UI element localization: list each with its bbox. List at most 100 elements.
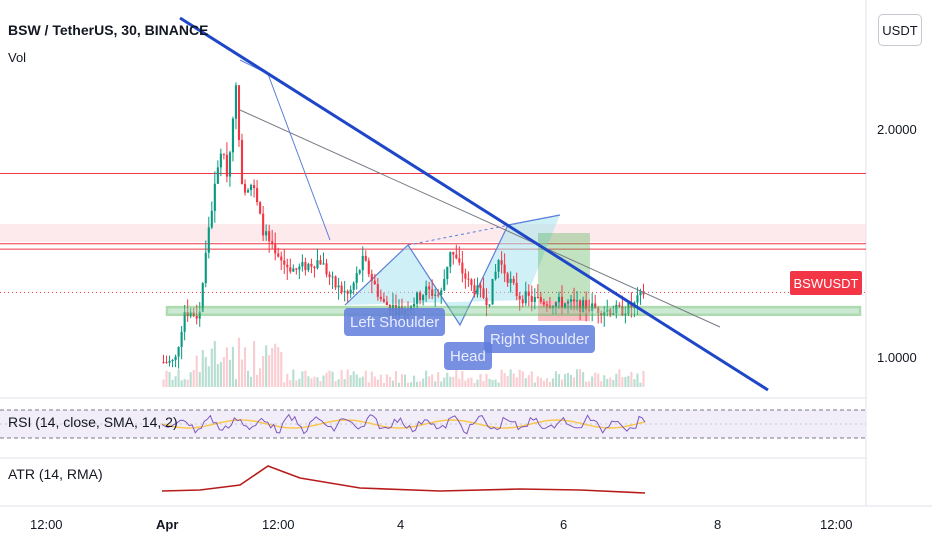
time-tick: 12:00 [30,517,63,532]
candle-body [207,227,210,253]
symbol-tag: BSWUSDT [790,271,862,295]
candle-body [482,288,485,298]
candle-body [370,274,373,281]
volume-bar [557,374,561,387]
volume-bar [621,377,624,387]
candle-body [470,279,473,286]
head-shoulders-pattern [344,214,590,327]
volume-bars [162,337,645,387]
left-shoulder-label[interactable]: Left Shoulder [344,308,446,336]
candle-body [527,291,530,296]
volume-bar [431,374,434,387]
volume-bar [289,380,292,387]
volume-bar [225,347,228,387]
candle-body [195,316,198,319]
candle-body [603,311,606,316]
volume-bar [376,379,379,387]
volume-bar [425,370,428,387]
candle-body [253,185,256,189]
candle-body [551,306,554,308]
volume-bar [328,370,331,387]
candle-body [425,286,428,296]
candle-body [422,295,425,301]
candle-body [557,296,561,303]
time-tick: Apr [156,517,179,532]
volume-bar [461,370,464,387]
volume-bar [283,382,286,387]
candle-body [491,279,494,305]
candle-body [189,312,192,317]
candle-body [506,273,509,283]
candle-body [243,183,247,193]
price-tag: 1.4830 [874,226,918,242]
volume-bar [458,378,461,387]
volume-bar [551,378,554,387]
candle-body [210,210,213,228]
candle-body [548,305,551,307]
volume-bar [536,376,539,387]
candle-body [180,331,183,347]
candle-body [621,306,624,316]
volume-bar [440,381,443,387]
candle-body [533,296,536,302]
candle-body [352,282,355,290]
volume-bar [237,337,241,387]
volume-bar [277,347,280,387]
volume-bar [219,362,222,387]
volume-bar [343,379,346,387]
candle-body [213,183,216,211]
price-tag: 1.7581 [874,154,918,170]
volume-bar [585,381,588,387]
volume-label: Vol [8,50,27,65]
volume-bar [606,378,609,387]
volume-bar [594,372,597,387]
price-tag: 1.2199 [874,305,918,321]
volume-bar [609,377,612,387]
volume-bar [548,382,551,387]
volume-bar [539,377,542,387]
volume-bar [174,376,177,387]
candle-body [413,303,416,307]
volume-bar [449,376,452,387]
volume-bar [316,377,319,387]
candle-body [573,299,576,302]
candle-body [582,300,585,313]
candle-body [382,298,385,302]
volume-bar [494,379,497,387]
volume-bar [633,379,636,387]
right-shoulder-label[interactable]: Right Shoulder [484,325,596,353]
candle-body [416,292,419,304]
volume-bar [630,371,633,387]
candle-body [467,278,470,280]
volume-bar [627,375,630,387]
volume-bar [394,371,398,387]
candle-body [539,297,542,302]
volume-bar [262,356,265,387]
head-label[interactable]: Head [444,342,492,370]
volume-bar [603,375,606,387]
volume-bar [636,373,639,387]
price-tick: 1.0000 [877,350,917,365]
volume-bar [373,376,376,387]
volume-bar [189,372,192,387]
volume-bar [566,373,570,387]
candle-body [183,311,186,332]
volume-bar [367,382,370,387]
candle-body [304,262,307,271]
candle-body [286,264,289,268]
volume-bar [428,376,431,387]
candle-body [277,253,280,257]
volume-bar [216,364,219,387]
candle-body [313,266,316,269]
currency-button[interactable]: USDT [878,14,922,46]
support-zone [165,305,862,317]
candle-body [268,231,271,242]
volume-bar [201,349,204,387]
candle-body [310,263,313,267]
candle-body [419,292,422,301]
candle-body [358,270,361,274]
pattern-fill [345,215,560,325]
volume-bar [186,379,189,387]
candle-body [355,273,358,283]
